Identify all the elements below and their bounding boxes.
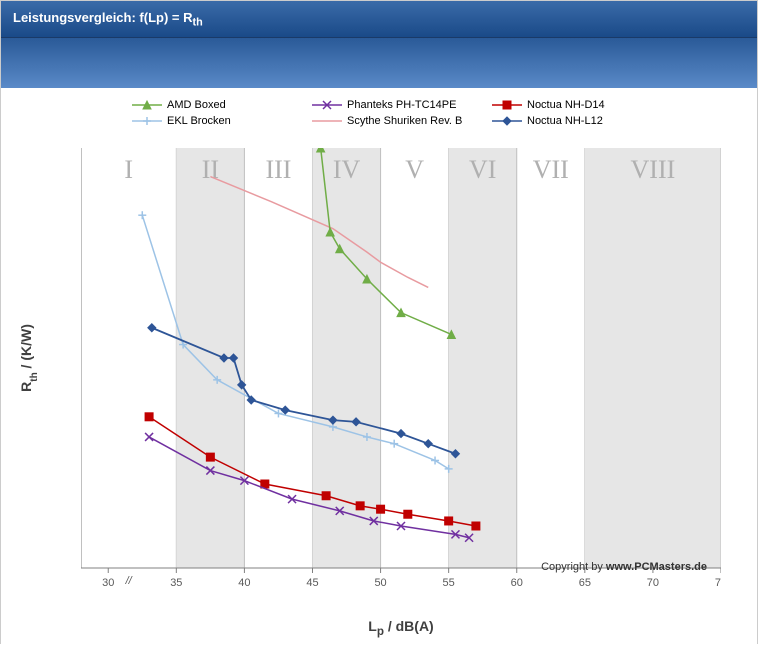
legend-item: EKL Brocken [131, 114, 311, 128]
legend-item: Phanteks PH-TC14PE [311, 98, 491, 112]
legend-label: Scythe Shuriken Rev. B [347, 115, 462, 127]
legend-label: Phanteks PH-TC14PE [347, 99, 456, 111]
svg-text:65: 65 [579, 577, 591, 589]
svg-text:75: 75 [715, 577, 721, 589]
chart-container: Leistungsvergleich: f(Lp) = Rth AMD Boxe… [0, 0, 758, 644]
legend-item: Scythe Shuriken Rev. B [311, 114, 491, 128]
legend-label: AMD Boxed [167, 99, 226, 111]
x-axis-label: Lp / dB(A) [81, 618, 721, 638]
chart-legend: AMD Boxed Phanteks PH-TC14PE Noctua NH-D14… [131, 98, 691, 130]
svg-text:60: 60 [511, 577, 523, 589]
svg-text:45: 45 [306, 577, 318, 589]
chart-plot-area: AMD Boxed Phanteks PH-TC14PE Noctua NH-D14… [1, 88, 757, 648]
chart-title: Leistungsvergleich: f(Lp) = Rth [13, 10, 203, 25]
svg-text:50: 50 [374, 577, 386, 589]
svg-text://: // [125, 575, 133, 587]
zone-label-V: V [405, 155, 424, 184]
y-axis-label: Rth / (K/W) [11, 148, 51, 568]
chart-plot: IIIIIIIVVVIVIIVIII30354045505560657075//… [81, 148, 721, 568]
chart-header-gradient [1, 38, 757, 88]
legend-label: Noctua NH-D14 [527, 99, 605, 111]
legend-item: Noctua NH-L12 [491, 114, 671, 128]
svg-text:30: 30 [102, 577, 114, 589]
svg-text:70: 70 [647, 577, 659, 589]
zone-label-VI: VI [469, 155, 496, 184]
chart-header: Leistungsvergleich: f(Lp) = Rth [1, 1, 757, 38]
zone-label-VIII: VIII [631, 155, 676, 184]
legend-label: Noctua NH-L12 [527, 115, 603, 127]
legend-item: AMD Boxed [131, 98, 311, 112]
legend-item: Noctua NH-D14 [491, 98, 671, 112]
copyright-notice: Copyright by www.PCMasters.de [541, 561, 707, 573]
svg-text:40: 40 [238, 577, 250, 589]
svg-text:Rth / (K/W): Rth / (K/W) [18, 324, 40, 392]
legend-label: EKL Brocken [167, 115, 231, 127]
svg-text:55: 55 [443, 577, 455, 589]
svg-text:35: 35 [170, 577, 182, 589]
zone-label-VII: VII [533, 155, 569, 184]
zone-label-I: I [124, 155, 133, 184]
zone-label-III: III [265, 155, 291, 184]
zone-label-IV: IV [333, 155, 361, 184]
